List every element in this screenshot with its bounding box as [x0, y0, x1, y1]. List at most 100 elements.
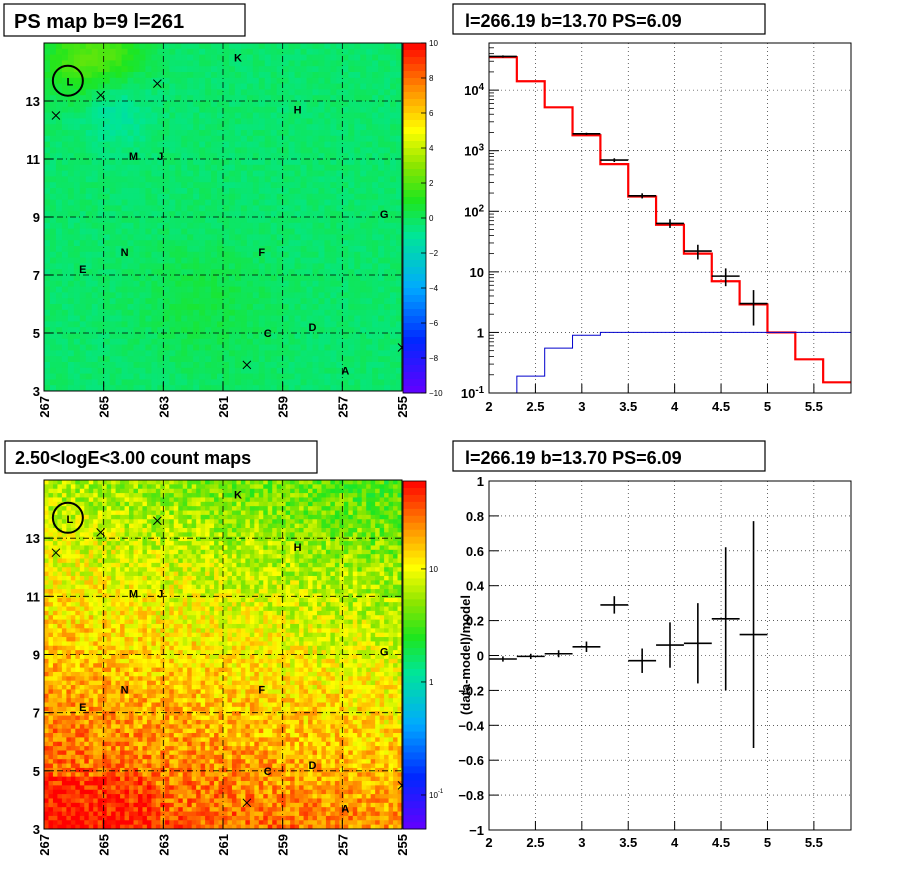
heatmap-cell	[79, 497, 85, 503]
heatmap-cell	[133, 257, 140, 264]
heatmap-cell	[330, 263, 337, 270]
heatmap-cell	[294, 379, 301, 386]
heatmap-cell	[103, 246, 111, 253]
heatmap-cell	[336, 77, 343, 84]
heatmap-cell	[246, 95, 254, 102]
heatmap-cell	[217, 327, 224, 334]
heatmap-cell	[378, 176, 385, 183]
heatmap-cell	[342, 153, 349, 160]
heatmap-cell	[316, 480, 322, 485]
heatmap-cell	[290, 519, 296, 525]
heatmap-cell	[375, 488, 381, 494]
heatmap-cell	[254, 536, 260, 542]
heatmap-cell	[151, 356, 158, 363]
heatmap-cell	[276, 141, 284, 148]
heatmap-cell	[111, 501, 117, 507]
heatmap-cell	[270, 379, 278, 386]
heatmap-cell	[306, 135, 313, 142]
heatmap-cell	[187, 164, 194, 171]
heatmap-cell	[316, 493, 322, 498]
heatmap-cell	[228, 321, 236, 328]
heatmap-cell	[234, 118, 242, 125]
heatmap-cell	[252, 275, 260, 282]
heatmap-cell	[151, 292, 158, 299]
heatmap-cell	[109, 298, 116, 305]
heatmap-cell	[245, 484, 251, 490]
heatmap-cell	[79, 536, 85, 542]
heatmap-cell	[300, 54, 307, 61]
heatmap-cell	[339, 484, 345, 490]
heatmap-cell	[288, 164, 295, 171]
heatmap-cell	[120, 506, 125, 511]
heatmap-cell	[354, 356, 361, 363]
heatmap-cell	[325, 514, 331, 520]
heatmap-cell	[79, 275, 87, 282]
heatmap-cell	[160, 532, 166, 538]
heatmap-cell	[324, 251, 331, 258]
heatmap-cell	[91, 54, 99, 61]
heatmap-cell	[276, 89, 284, 96]
heatmap-cell	[145, 269, 152, 276]
heatmap-cell	[209, 493, 215, 498]
heatmap-cell	[151, 164, 158, 171]
heatmap-cell	[360, 211, 367, 218]
heatmap-cell	[199, 199, 206, 206]
heatmap-cell	[52, 480, 58, 485]
heatmap-cell	[127, 43, 134, 50]
heatmap-cell	[169, 95, 176, 102]
heatmap-cell	[97, 480, 103, 485]
heatmap-cell	[348, 182, 355, 189]
heatmap-cell	[211, 217, 218, 224]
heatmap-cell	[276, 193, 284, 200]
heatmap-cell	[330, 373, 337, 380]
heatmap-cell	[294, 205, 301, 212]
heatmap-cell	[270, 333, 278, 340]
heatmap-cell	[115, 251, 122, 258]
heatmap-cell	[318, 118, 325, 125]
heatmap-cell	[187, 101, 194, 108]
heatmap-cell	[318, 333, 325, 340]
heatmap-cell	[102, 488, 108, 494]
heatmap-cell	[55, 48, 63, 55]
heatmap-cell	[111, 484, 117, 490]
heatmap-cell	[61, 484, 67, 490]
heatmap-cell	[294, 118, 301, 125]
heatmap-cell	[61, 205, 69, 212]
heatmap-cell	[205, 309, 212, 316]
heatmap-cell	[127, 356, 134, 363]
heatmap-cell	[109, 66, 116, 73]
heatmap-cell	[361, 497, 367, 503]
heatmap-cell	[396, 257, 403, 264]
heatmap-cell	[61, 188, 69, 195]
heatmap-cell	[145, 251, 152, 258]
heatmap-cell	[106, 527, 112, 533]
heatmap-cell	[312, 147, 319, 154]
heatmap-cell	[372, 60, 379, 67]
heatmap-cell	[270, 170, 278, 177]
heatmap-cell	[318, 211, 325, 218]
heatmap-cell	[294, 350, 301, 357]
heatmap-cell	[276, 338, 284, 345]
heatmap-cell	[145, 199, 152, 206]
heatmap-cell	[151, 153, 158, 160]
heatmap-cell	[133, 112, 140, 119]
heatmap-cell	[103, 141, 111, 148]
heatmap-cell	[49, 95, 57, 102]
heatmap-cell	[193, 77, 200, 84]
heatmap-cell	[187, 523, 193, 529]
heatmap-cell	[390, 275, 397, 282]
heatmap-cell	[306, 257, 313, 264]
heatmap-cell	[348, 493, 354, 498]
heatmap-cell	[228, 77, 236, 84]
heatmap-cell	[318, 193, 325, 200]
heatmap-cell	[270, 60, 278, 67]
heatmap-cell	[339, 501, 345, 507]
heatmap-cell	[234, 176, 242, 183]
heatmap-cell	[281, 514, 287, 520]
heatmap-cell	[228, 205, 236, 212]
heatmap-cell	[372, 106, 379, 113]
heatmap-cell	[246, 315, 254, 322]
heatmap-cell	[187, 124, 194, 131]
heatmap-cell	[264, 222, 272, 229]
heatmap-cell	[67, 327, 75, 334]
